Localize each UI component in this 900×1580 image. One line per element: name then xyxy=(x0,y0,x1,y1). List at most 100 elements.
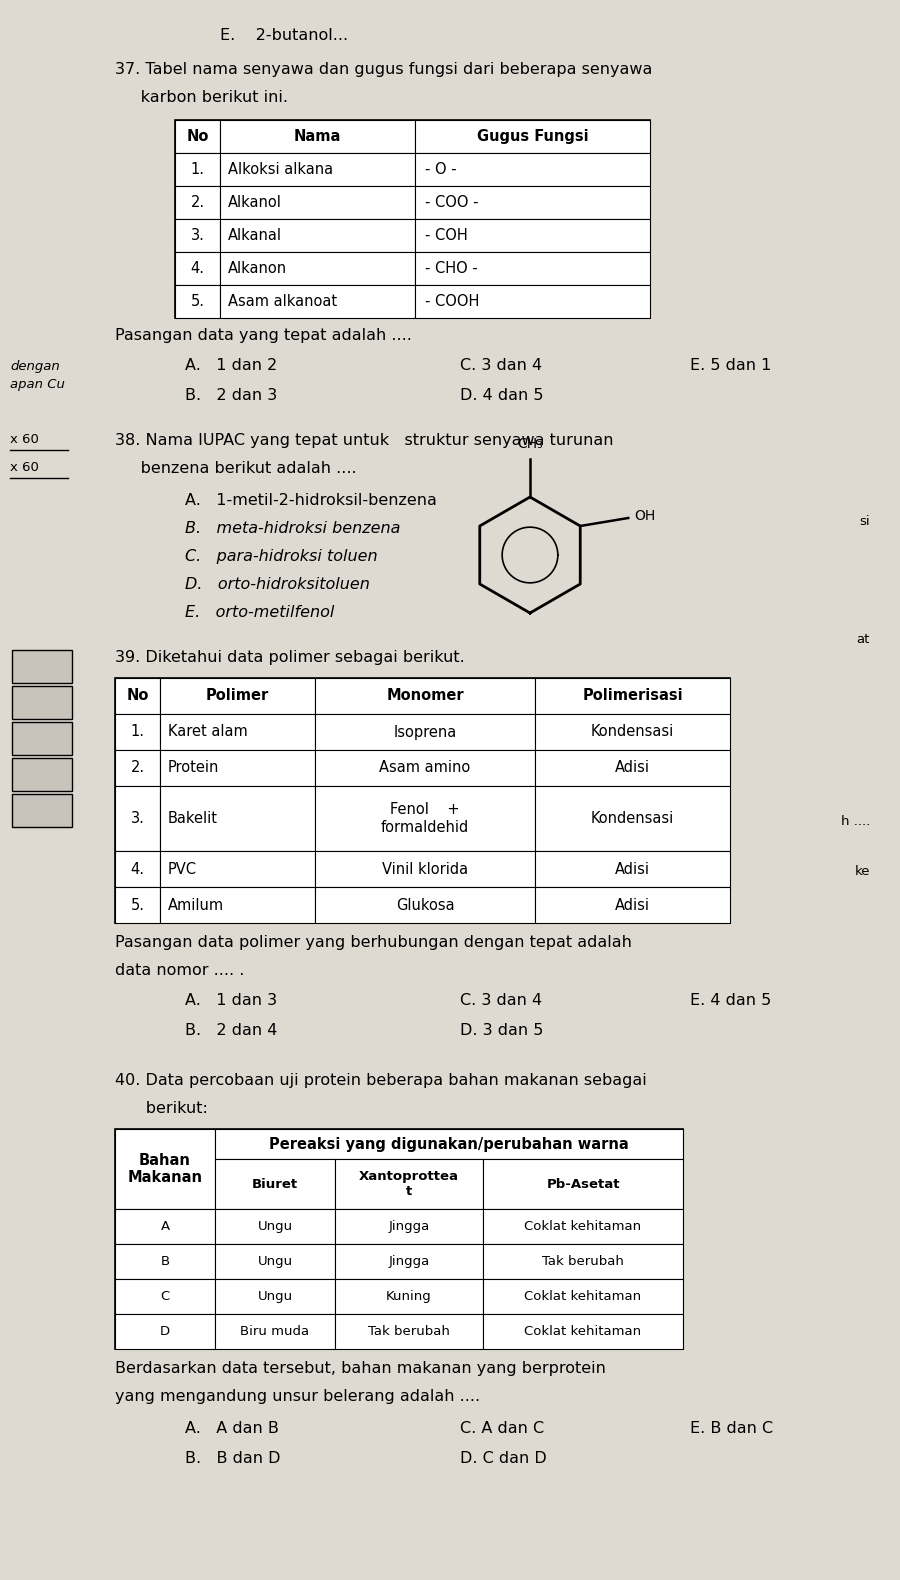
Bar xyxy=(220,251,415,284)
Bar xyxy=(12,722,72,755)
Text: Ungu: Ungu xyxy=(257,1289,292,1304)
Text: Vinil klorida: Vinil klorida xyxy=(382,861,468,877)
Text: A.   A dan B: A. A dan B xyxy=(185,1420,279,1436)
Text: karbon berikut ini.: karbon berikut ini. xyxy=(115,90,288,104)
Bar xyxy=(335,1278,483,1315)
Bar xyxy=(335,1315,483,1349)
Bar xyxy=(115,1278,215,1315)
Text: Pereaksi yang digunakan/perubahan warna: Pereaksi yang digunakan/perubahan warna xyxy=(269,1136,629,1152)
Text: Adisi: Adisi xyxy=(615,897,650,913)
Text: C: C xyxy=(160,1289,169,1304)
Text: C. A dan C: C. A dan C xyxy=(460,1420,544,1436)
Text: E.    2-butanol...: E. 2-butanol... xyxy=(220,28,348,43)
Text: PVC: PVC xyxy=(168,861,197,877)
Bar xyxy=(160,785,315,852)
Text: Monomer: Monomer xyxy=(386,689,464,703)
Text: Tak berubah: Tak berubah xyxy=(542,1255,624,1269)
Text: B.   B dan D: B. B dan D xyxy=(185,1450,281,1466)
Text: 3.: 3. xyxy=(191,228,204,243)
Text: Polimer: Polimer xyxy=(206,689,269,703)
Bar xyxy=(415,251,650,284)
Text: Karet alam: Karet alam xyxy=(168,725,248,739)
Bar xyxy=(115,1243,215,1278)
Text: Kondensasi: Kondensasi xyxy=(591,725,674,739)
Bar xyxy=(175,153,220,186)
Text: at: at xyxy=(857,634,870,646)
Text: Fenol    +
formaldehid: Fenol + formaldehid xyxy=(381,803,469,834)
Text: h ....: h .... xyxy=(841,815,870,828)
Text: Bakelit: Bakelit xyxy=(168,811,218,826)
Text: 1.: 1. xyxy=(191,163,204,177)
Text: 4.: 4. xyxy=(191,261,204,276)
Bar xyxy=(115,852,160,886)
Bar xyxy=(115,714,160,750)
Text: D. C dan D: D. C dan D xyxy=(460,1450,547,1466)
Text: Kuning: Kuning xyxy=(386,1289,432,1304)
Text: 5.: 5. xyxy=(130,897,145,913)
Bar xyxy=(215,1209,335,1243)
Text: C. 3 dan 4: C. 3 dan 4 xyxy=(460,359,542,373)
Text: - COH: - COH xyxy=(425,228,468,243)
Text: Asam amino: Asam amino xyxy=(380,760,471,776)
Text: C. 3 dan 4: C. 3 dan 4 xyxy=(460,992,542,1008)
Text: A: A xyxy=(160,1220,169,1232)
Bar xyxy=(12,686,72,719)
Bar xyxy=(215,1243,335,1278)
Text: Tak berubah: Tak berubah xyxy=(368,1326,450,1338)
Text: dengan: dengan xyxy=(10,360,59,373)
Bar xyxy=(535,785,730,852)
Bar xyxy=(415,120,650,153)
Bar xyxy=(175,220,220,251)
Text: Xantoprottea
t: Xantoprottea t xyxy=(359,1171,459,1198)
Text: x 60: x 60 xyxy=(10,461,39,474)
Bar xyxy=(160,678,315,714)
Text: Jingga: Jingga xyxy=(389,1220,429,1232)
Text: 39. Diketahui data polimer sebagai berikut.: 39. Diketahui data polimer sebagai berik… xyxy=(115,649,464,665)
Bar xyxy=(160,750,315,785)
Text: 5.: 5. xyxy=(191,294,204,310)
Text: Alkanon: Alkanon xyxy=(228,261,287,276)
Bar xyxy=(535,886,730,923)
Text: 2.: 2. xyxy=(130,760,145,776)
Text: Berdasarkan data tersebut, bahan makanan yang berprotein: Berdasarkan data tersebut, bahan makanan… xyxy=(115,1360,606,1376)
Bar xyxy=(335,1209,483,1243)
Text: Jingga: Jingga xyxy=(389,1255,429,1269)
Text: A.   1 dan 3: A. 1 dan 3 xyxy=(185,992,277,1008)
Text: Gugus Fungsi: Gugus Fungsi xyxy=(477,130,589,144)
Bar xyxy=(115,1315,215,1349)
Bar xyxy=(483,1243,683,1278)
Bar xyxy=(315,886,535,923)
Text: A.   1 dan 2: A. 1 dan 2 xyxy=(185,359,277,373)
Text: ke: ke xyxy=(854,864,870,878)
Text: berikut:: berikut: xyxy=(115,1101,208,1115)
Text: Ungu: Ungu xyxy=(257,1220,292,1232)
Text: Adisi: Adisi xyxy=(615,861,650,877)
Text: yang mengandung unsur belerang adalah ....: yang mengandung unsur belerang adalah ..… xyxy=(115,1389,480,1405)
Text: A.   1-metil-2-hidroksil-benzena: A. 1-metil-2-hidroksil-benzena xyxy=(185,493,436,509)
Text: Coklat kehitaman: Coklat kehitaman xyxy=(525,1326,642,1338)
Bar xyxy=(220,186,415,220)
Text: Polimerisasi: Polimerisasi xyxy=(582,689,683,703)
Bar xyxy=(160,886,315,923)
Bar xyxy=(220,153,415,186)
Text: D: D xyxy=(160,1326,170,1338)
Bar xyxy=(483,1278,683,1315)
Text: CH₃: CH₃ xyxy=(518,438,543,450)
Bar xyxy=(483,1209,683,1243)
Bar xyxy=(220,220,415,251)
Bar xyxy=(220,120,415,153)
Text: Pasangan data polimer yang berhubungan dengan tepat adalah: Pasangan data polimer yang berhubungan d… xyxy=(115,935,632,950)
Text: apan Cu: apan Cu xyxy=(10,378,65,390)
Bar xyxy=(335,1160,483,1209)
Text: E. B dan C: E. B dan C xyxy=(690,1420,773,1436)
Bar xyxy=(415,153,650,186)
Bar xyxy=(115,886,160,923)
Bar xyxy=(175,120,220,153)
Text: E. 4 dan 5: E. 4 dan 5 xyxy=(690,992,771,1008)
Bar xyxy=(160,714,315,750)
Text: Ungu: Ungu xyxy=(257,1255,292,1269)
Text: Pasangan data yang tepat adalah ....: Pasangan data yang tepat adalah .... xyxy=(115,329,412,343)
Bar xyxy=(535,714,730,750)
Bar xyxy=(315,785,535,852)
Bar xyxy=(335,1243,483,1278)
